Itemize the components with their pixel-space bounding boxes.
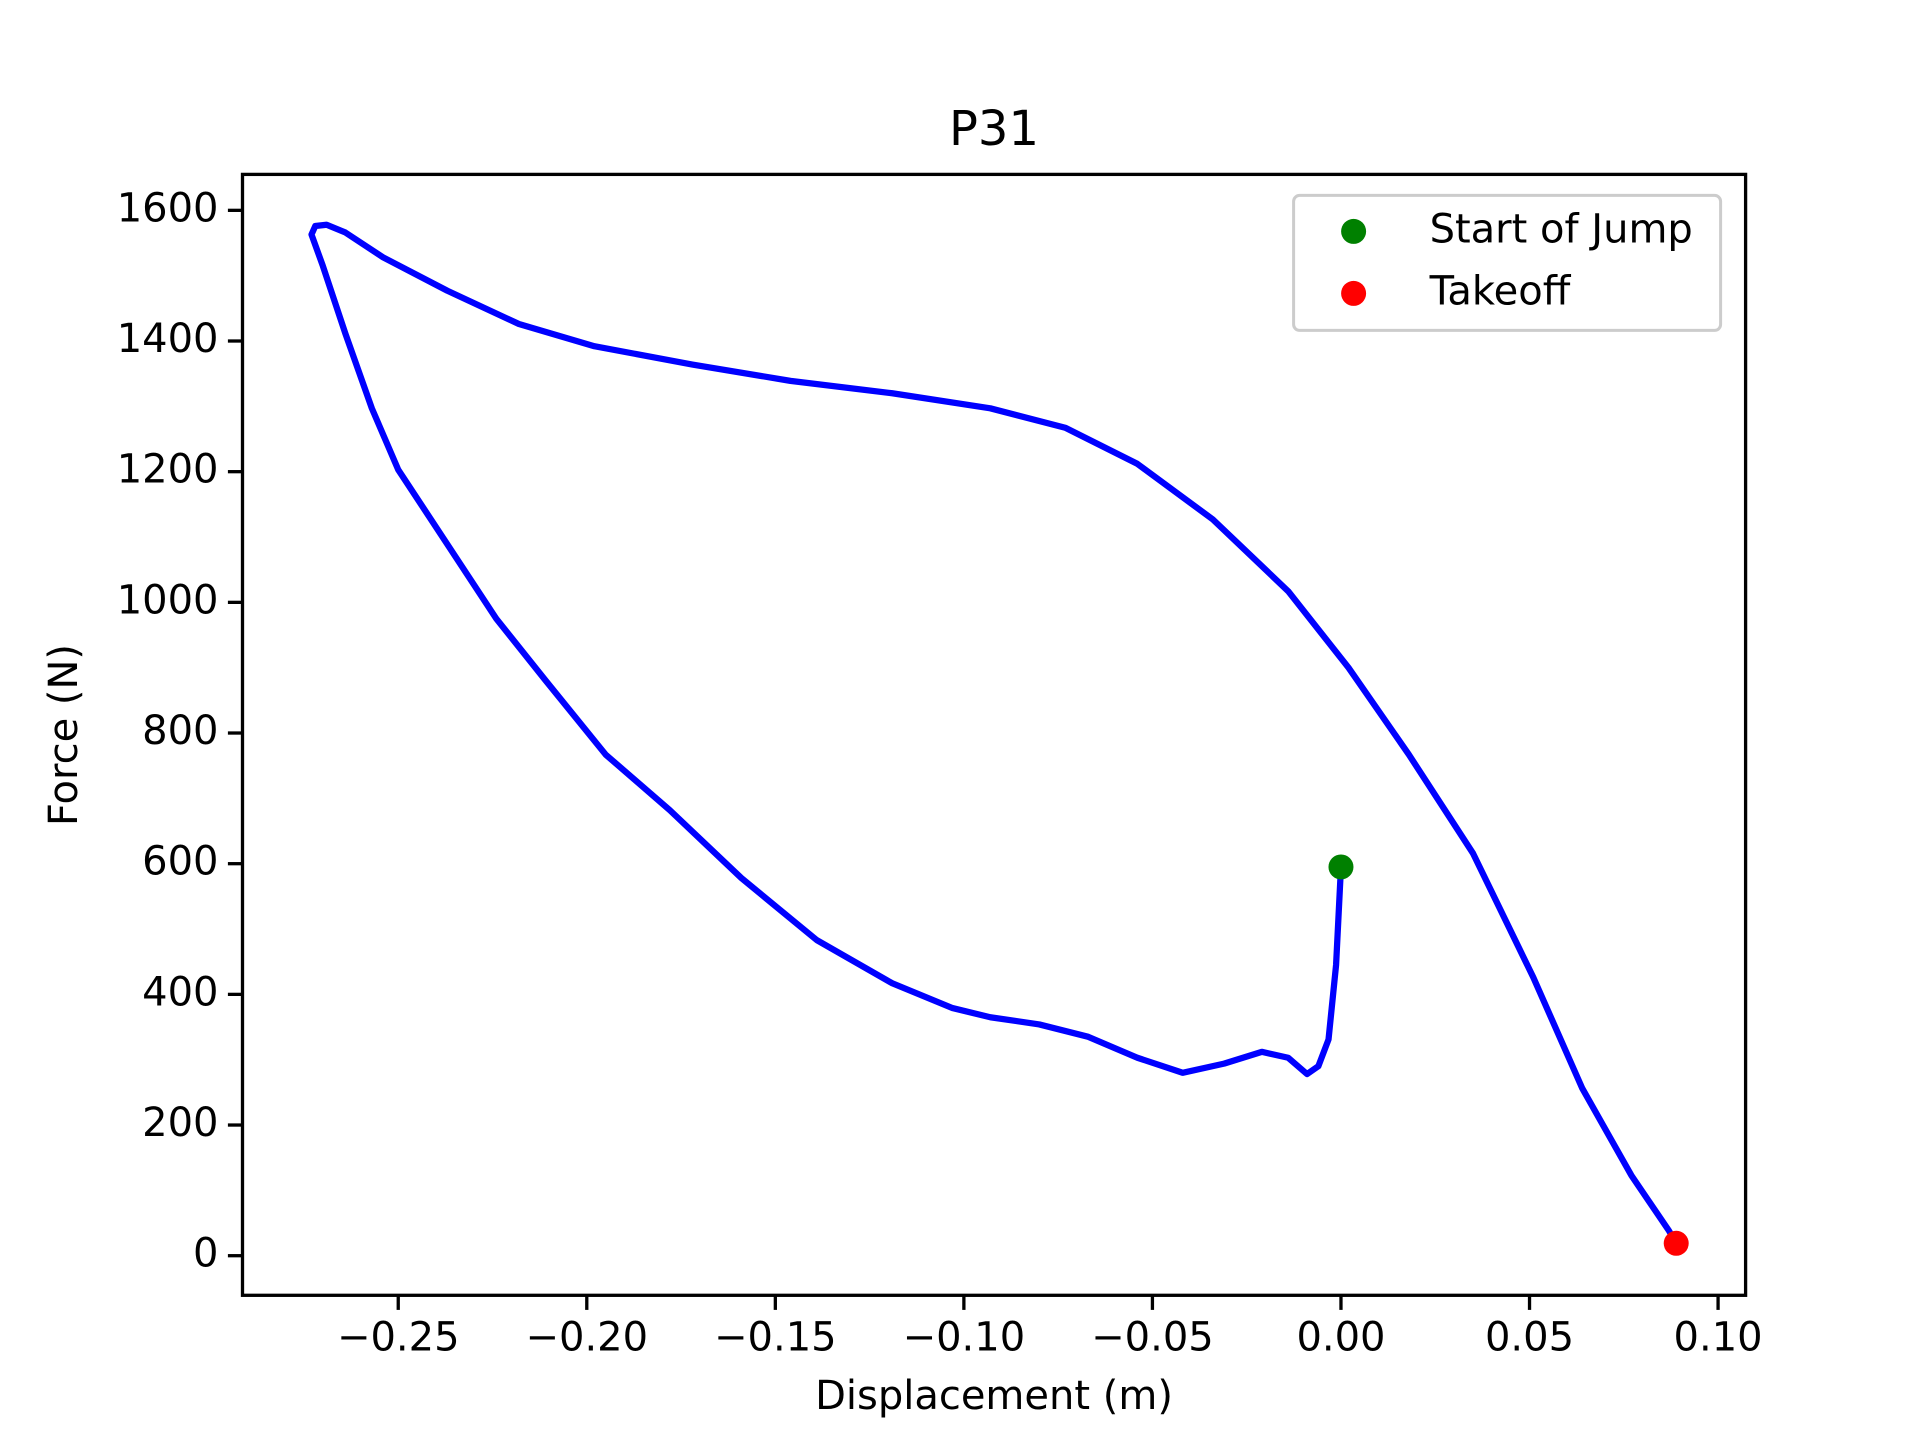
y-tick-label: 0 xyxy=(193,1231,218,1277)
legend: Start of Jump Takeoff xyxy=(1292,193,1723,332)
x-tick-label: 0.10 xyxy=(1674,1314,1763,1360)
y-tick-label: 200 xyxy=(142,1100,218,1146)
y-tick-label: 400 xyxy=(142,969,218,1015)
x-tick-label: −0.25 xyxy=(337,1314,460,1360)
x-tick-label: −0.20 xyxy=(525,1314,648,1360)
y-tick-label: 800 xyxy=(142,708,218,754)
y-tick-label: 1400 xyxy=(117,316,219,362)
plot-frame xyxy=(240,172,1748,1297)
y-tick-label: 1000 xyxy=(117,577,219,623)
y-tick-label: 600 xyxy=(142,839,218,885)
marker xyxy=(1663,1230,1689,1256)
legend-marker xyxy=(1341,218,1367,244)
legend-marker xyxy=(1341,280,1367,306)
y-axis-label: Force (N) xyxy=(41,644,87,826)
x-tick-label: −0.10 xyxy=(903,1314,1026,1360)
y-tick-label: 1200 xyxy=(117,447,219,493)
marker xyxy=(1328,854,1354,880)
x-tick-label: 0.05 xyxy=(1485,1314,1574,1360)
data-line xyxy=(308,221,1681,1248)
legend-box xyxy=(1292,193,1723,332)
y-tick-label: 1600 xyxy=(117,185,219,231)
x-tick-label: −0.15 xyxy=(714,1314,837,1360)
x-tick-label: 0.00 xyxy=(1296,1314,1385,1360)
x-axis-label: Displacement (m) xyxy=(815,1373,1173,1419)
x-tick-label: −0.05 xyxy=(1091,1314,1214,1360)
chart-title: P31 xyxy=(949,101,1039,157)
legend-label: Start of Jump xyxy=(1430,206,1693,252)
legend-label: Takeoff xyxy=(1429,268,1572,314)
